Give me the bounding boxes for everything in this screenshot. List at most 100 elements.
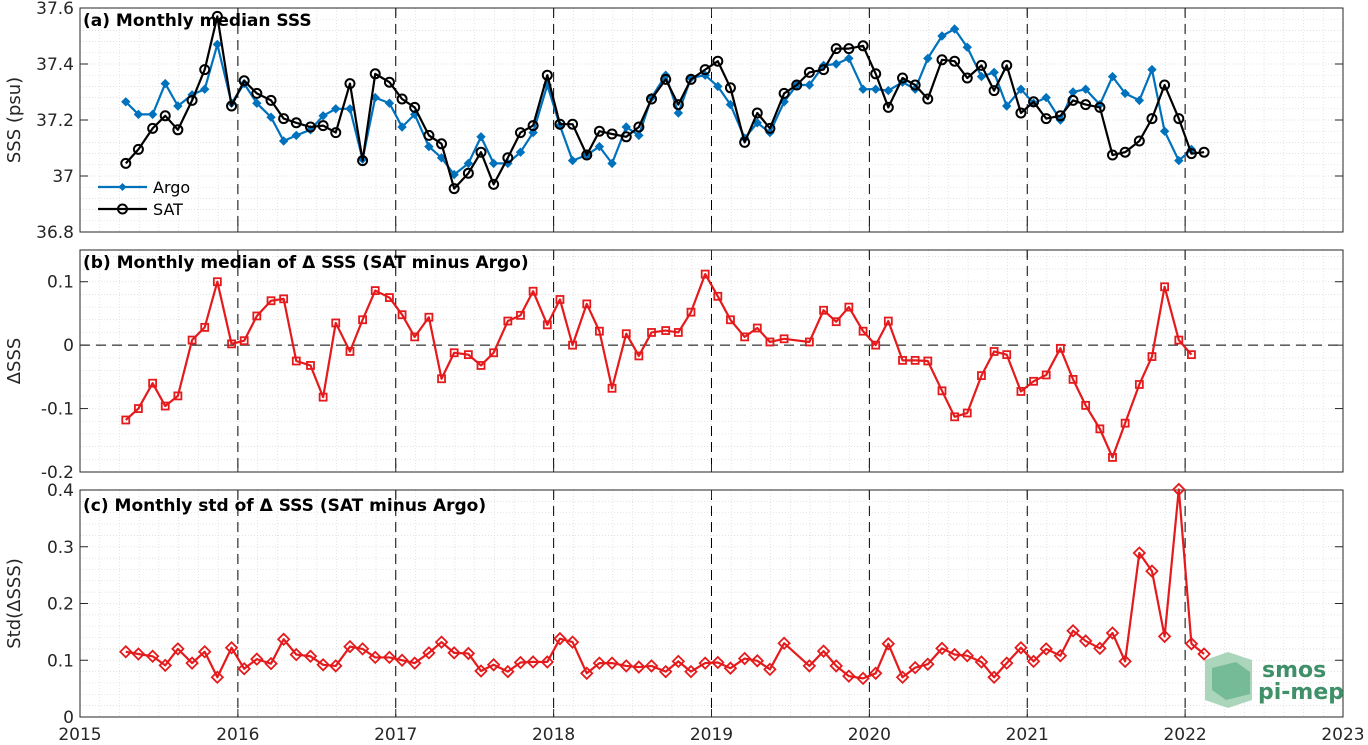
data-point [723, 661, 738, 675]
data-point [133, 109, 144, 120]
data-point [660, 73, 672, 85]
data-point [999, 656, 1014, 670]
data-point [540, 655, 555, 669]
data-point [463, 350, 473, 360]
data-point [802, 659, 817, 673]
data-point [580, 666, 594, 681]
data-point [1002, 101, 1012, 111]
panel-2: -0.2 -0.1 0 0.1 ΔSSS (b) Monthly median of Δ … [4, 249, 1344, 483]
data-point [646, 93, 658, 105]
data-point [159, 110, 171, 122]
data-point [1172, 482, 1186, 497]
data-point [526, 655, 540, 669]
data-point [463, 158, 474, 169]
data-point [160, 78, 170, 89]
data-point [962, 42, 972, 52]
data-point [1120, 418, 1130, 428]
data-point [791, 79, 803, 91]
data-point [306, 361, 315, 370]
data-point [279, 294, 289, 304]
data-point [119, 644, 133, 659]
data-point [516, 310, 525, 320]
data-point [620, 131, 632, 143]
y-tick-label: 37 [52, 167, 74, 187]
data-point [713, 291, 723, 301]
data-point [842, 669, 856, 683]
y-tick-label: 37.6 [36, 0, 74, 19]
data-point [565, 635, 580, 649]
logo-emblem-inner [1212, 662, 1250, 700]
data-point [396, 93, 408, 105]
data-point [276, 632, 291, 647]
data-point [434, 635, 449, 649]
data-point [988, 85, 1000, 97]
data-point [187, 335, 197, 345]
data-point [856, 671, 870, 686]
y-tick-label: -0.2 [41, 463, 74, 483]
data-point [316, 658, 330, 672]
data-point [513, 655, 528, 670]
data-point [1119, 146, 1131, 158]
data-point [910, 355, 920, 365]
data-point [527, 120, 539, 132]
panel-title: (a) Monthly median SSS [83, 11, 312, 31]
data-point [383, 76, 395, 88]
data-point [871, 340, 881, 350]
data-point [1056, 343, 1065, 353]
series-delta [119, 482, 1211, 686]
data-point [501, 664, 515, 679]
data-point [251, 87, 263, 99]
data-point [764, 122, 776, 134]
data-point [1197, 647, 1211, 661]
series-line [125, 488, 1205, 680]
data-point [936, 54, 948, 66]
data-point [1105, 626, 1120, 640]
data-point [212, 39, 223, 50]
data-point [1067, 94, 1079, 106]
data-point [200, 322, 210, 332]
data-point [397, 122, 407, 132]
data-point [750, 654, 765, 668]
data-point [224, 640, 239, 655]
data-point [424, 141, 434, 152]
data-point [1053, 648, 1068, 663]
data-point [1108, 453, 1117, 462]
data-point [368, 650, 382, 665]
data-point [1041, 92, 1051, 103]
data-point [897, 72, 909, 84]
data-point [423, 129, 435, 141]
x-tick-label: 2022 [1163, 725, 1206, 745]
series-delta [121, 269, 1196, 462]
data-point [592, 656, 607, 670]
data-point [672, 99, 684, 111]
x-tick-label: 2017 [374, 725, 417, 745]
data-point [422, 646, 436, 660]
data-point [1026, 654, 1041, 669]
y-tick-label: 37.2 [36, 111, 74, 131]
data-point [989, 347, 999, 356]
data-point [1080, 99, 1092, 111]
data-point [765, 337, 775, 347]
data-point [831, 317, 841, 327]
data-point [462, 167, 474, 179]
data-point [210, 670, 225, 685]
data-point [844, 53, 854, 64]
data-point [1094, 101, 1106, 113]
data-point [947, 647, 962, 662]
data-point [148, 378, 158, 388]
data-point [1160, 282, 1170, 292]
data-point [778, 87, 790, 99]
data-point [632, 660, 646, 674]
data-point [318, 111, 328, 121]
data-point [725, 99, 736, 110]
data-point [185, 656, 199, 670]
data-point [476, 361, 486, 370]
data-point [1145, 564, 1159, 578]
series-line [125, 273, 1193, 459]
data-point [843, 43, 855, 55]
data-point [962, 408, 972, 418]
data-point [737, 651, 752, 666]
data-point [370, 286, 380, 295]
data-point [357, 155, 369, 167]
